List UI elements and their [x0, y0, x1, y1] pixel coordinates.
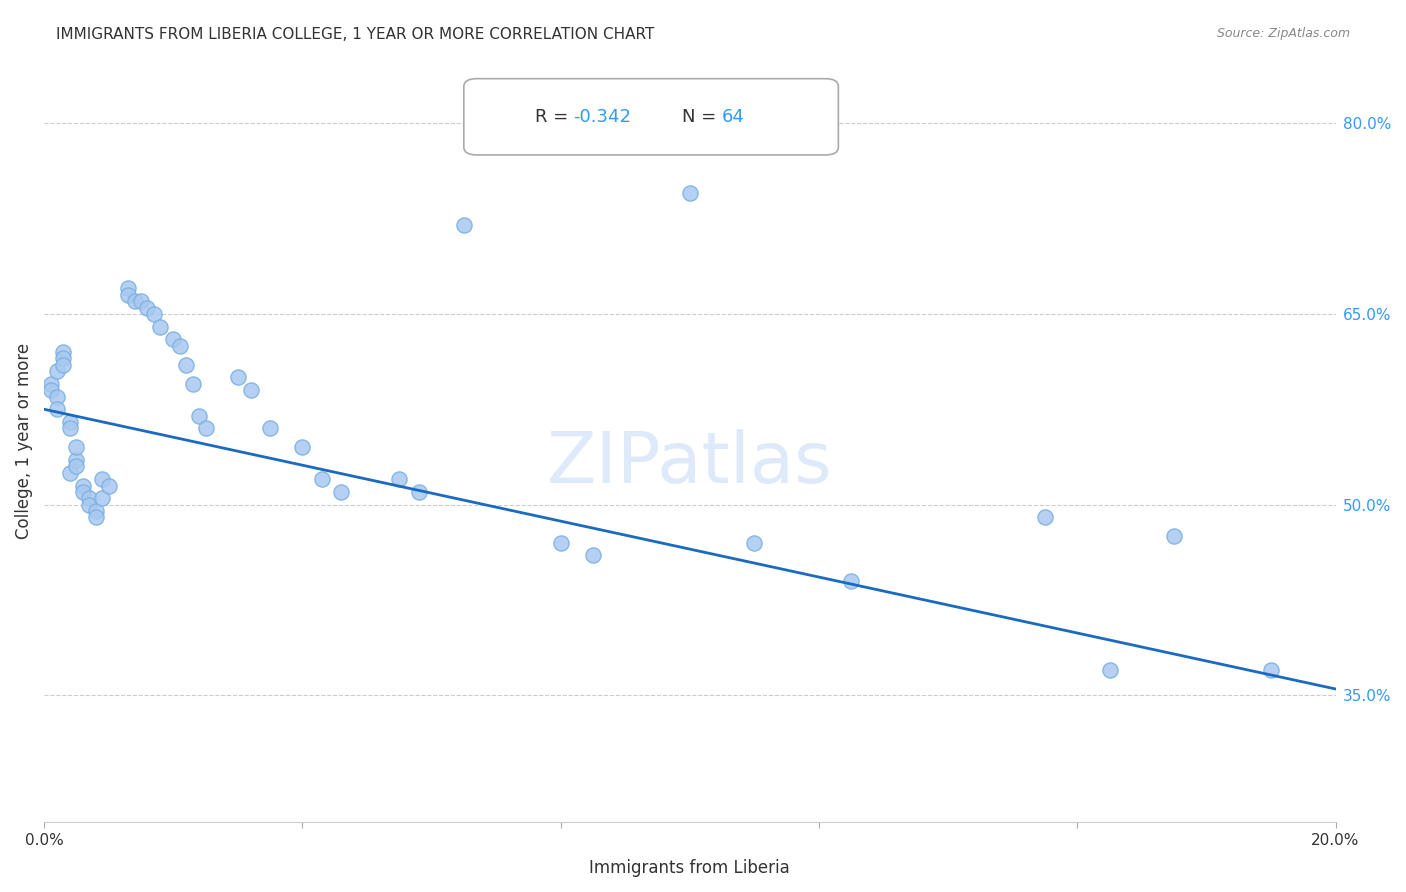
Point — [136, 301, 159, 315]
Point — [97, 478, 120, 492]
Point — [59, 421, 82, 435]
Point — [117, 288, 139, 302]
Point — [194, 421, 217, 435]
Text: IMMIGRANTS FROM LIBERIA COLLEGE, 1 YEAR OR MORE CORRELATION CHART: IMMIGRANTS FROM LIBERIA COLLEGE, 1 YEAR … — [56, 27, 655, 42]
Point — [679, 186, 702, 200]
X-axis label: Immigrants from Liberia: Immigrants from Liberia — [589, 859, 790, 877]
Point — [149, 319, 172, 334]
Point — [39, 376, 62, 391]
Point — [59, 466, 82, 480]
Point — [162, 332, 184, 346]
Point — [84, 504, 107, 518]
Text: R =: R = — [534, 108, 574, 126]
Point — [117, 281, 139, 295]
Point — [408, 484, 430, 499]
Point — [46, 402, 69, 417]
Point — [79, 491, 101, 506]
Point — [174, 358, 197, 372]
Text: 64: 64 — [723, 108, 745, 126]
Point — [129, 294, 152, 309]
Point — [84, 510, 107, 524]
Point — [259, 421, 281, 435]
Point — [39, 383, 62, 397]
Text: Source: ZipAtlas.com: Source: ZipAtlas.com — [1216, 27, 1350, 40]
Point — [46, 390, 69, 404]
Point — [72, 484, 94, 499]
Point — [311, 472, 333, 486]
Point — [226, 370, 249, 384]
Point — [181, 376, 204, 391]
Point — [52, 351, 75, 366]
Point — [52, 345, 75, 359]
Point — [142, 307, 165, 321]
Point — [1098, 663, 1121, 677]
Point — [65, 459, 87, 474]
Point — [388, 472, 411, 486]
Point — [79, 498, 101, 512]
Point — [839, 574, 862, 588]
FancyBboxPatch shape — [464, 78, 838, 155]
Point — [124, 294, 146, 309]
Point — [72, 478, 94, 492]
Point — [59, 415, 82, 429]
Point — [330, 484, 353, 499]
Point — [744, 535, 766, 549]
Point — [91, 491, 114, 506]
Point — [291, 441, 314, 455]
Text: ZIPatlas: ZIPatlas — [547, 429, 832, 499]
Point — [65, 441, 87, 455]
Point — [550, 535, 572, 549]
Text: R =: R = — [579, 104, 619, 122]
Point — [169, 339, 191, 353]
Point — [239, 383, 262, 397]
Point — [91, 472, 114, 486]
Point — [582, 549, 605, 563]
Text: N =: N = — [682, 108, 723, 126]
Point — [188, 409, 211, 423]
Y-axis label: College, 1 year or more: College, 1 year or more — [15, 343, 32, 539]
Point — [1260, 663, 1282, 677]
Point — [52, 358, 75, 372]
Point — [46, 364, 69, 378]
Point — [1033, 510, 1056, 524]
Text: -0.342: -0.342 — [574, 108, 631, 126]
Point — [65, 453, 87, 467]
Point — [1163, 529, 1185, 543]
Point — [453, 218, 475, 232]
